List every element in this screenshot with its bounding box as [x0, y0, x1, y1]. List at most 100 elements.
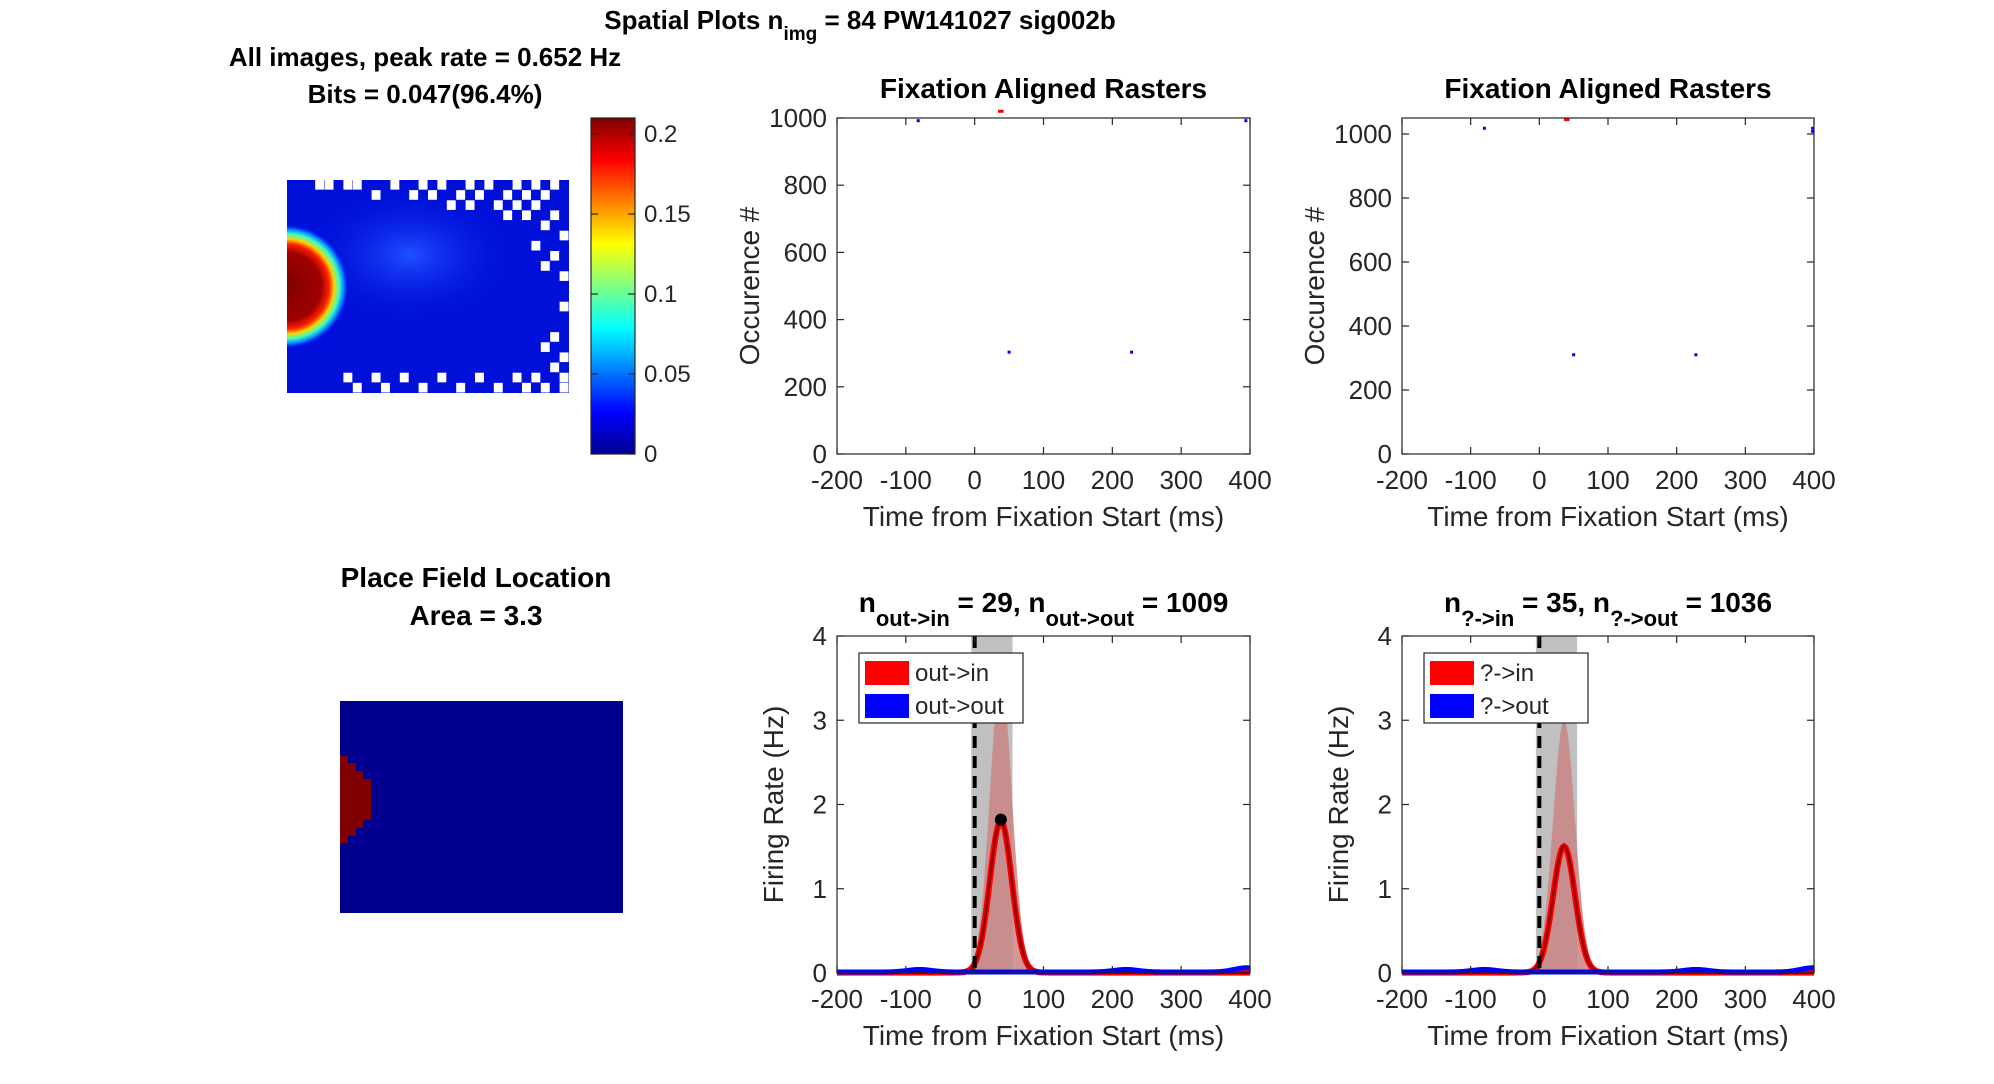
x-tick-label: 400 [1228, 984, 1271, 1014]
y-tick-label: 0 [1378, 439, 1392, 469]
empty-cell [522, 190, 531, 200]
empty-cell [512, 372, 522, 383]
empty-cell [550, 251, 560, 261]
empty-cell [352, 180, 362, 190]
empty-cell [456, 190, 466, 200]
legend: out->in out->out [858, 652, 1024, 724]
rate-title-sub1: out->in [876, 606, 950, 631]
x-tick-label: -100 [880, 465, 932, 495]
x-tick-label: 400 [1228, 465, 1271, 495]
raster-spike-out [916, 119, 920, 123]
x-tick-label: 200 [1091, 984, 1134, 1014]
y-axis-label: Occurence # [1299, 206, 1330, 365]
x-tick-label: 100 [1586, 465, 1629, 495]
x-tick-label: -100 [1445, 465, 1497, 495]
colorbar-frame [590, 117, 636, 455]
empty-cell [390, 180, 400, 190]
empty-cell [559, 301, 569, 312]
colorbar-tick-label: 0.05 [644, 361, 691, 388]
raster-spike-out [1482, 126, 1486, 130]
y-tick-label: 2 [813, 790, 827, 820]
legend-label: ?->in [1480, 660, 1534, 687]
colorbar-tick-label: 0.15 [644, 201, 691, 228]
empty-cell [531, 372, 541, 383]
heatmap-title-line1: All images, peak rate = 0.652 Hz [229, 42, 621, 72]
y-axis-label: Firing Rate (Hz) [758, 706, 789, 904]
empty-cell [540, 261, 550, 271]
raster-spike-out [1811, 129, 1815, 133]
raster-spike-out [1694, 353, 1698, 357]
y-tick-label: 200 [1349, 375, 1392, 405]
raster-right-panel: Fixation Aligned Rasters -200 -100 0 100 200 3… [1299, 73, 1836, 532]
x-tick-label: 0 [967, 465, 981, 495]
rate-left-panel: nout->in = 29, nout->out = 1009out->inou… [758, 587, 1272, 1051]
empty-cell [503, 210, 513, 221]
figure-title-subscript: img [783, 24, 817, 45]
empty-cell [540, 342, 550, 352]
empty-cell [315, 180, 325, 190]
colorbar-tick-label: 0.2 [644, 121, 677, 148]
y-tick-label: 4 [1378, 621, 1392, 651]
x-tick-label: 100 [1586, 984, 1629, 1014]
x-axis-label: Time from Fixation Start (ms) [863, 501, 1224, 532]
rate-in-curve [837, 816, 1250, 976]
empty-cell [428, 190, 437, 200]
empty-cell [343, 372, 353, 383]
y-tick-label: 800 [784, 170, 827, 200]
empty-cell [399, 372, 409, 383]
raster-spike-out [1811, 126, 1815, 130]
legend-label: out->in [915, 660, 989, 687]
y-axis-label: Firing Rate (Hz) [1323, 706, 1354, 904]
empty-cell [522, 210, 531, 221]
x-tick-label: 400 [1792, 465, 1835, 495]
empty-cell [522, 382, 531, 393]
place-field-map [340, 701, 623, 913]
empty-cell [409, 190, 419, 200]
x-axis-label: Time from Fixation Start (ms) [1427, 501, 1788, 532]
empty-cell [493, 382, 503, 393]
empty-cell [465, 180, 475, 190]
heatmap-title-line2: Bits = 0.047(96.4%) [308, 79, 543, 109]
y-tick-label: 1 [813, 874, 827, 904]
rate-title-end: = 1036 [1678, 587, 1772, 618]
empty-cell [550, 362, 560, 373]
y-tick-label: 400 [784, 305, 827, 335]
legend-swatch-in [865, 661, 909, 685]
y-tick-label: 200 [784, 372, 827, 402]
y-tick-label: 400 [1349, 311, 1392, 341]
rate-title-mid: = 29, n [950, 587, 1046, 618]
rate-title-n1: n [1444, 587, 1461, 618]
y-tick-label: 1 [1378, 874, 1392, 904]
raster-spike-out [1130, 350, 1134, 354]
axes-frame [1401, 117, 1815, 455]
empty-cell [559, 271, 569, 281]
x-tick-label: -200 [811, 984, 863, 1014]
empty-cell [531, 200, 541, 210]
raster-title: Fixation Aligned Rasters [1444, 73, 1771, 104]
x-tick-label: 200 [1091, 465, 1134, 495]
y-tick-label: 4 [813, 621, 827, 651]
x-tick-label: 400 [1792, 984, 1835, 1014]
figure-title-suffix: = 84 PW141027 sig002b [817, 5, 1115, 35]
x-tick-label: 200 [1655, 984, 1698, 1014]
place-field-title-line2: Area = 3.3 [409, 600, 542, 631]
x-tick-label: 0 [1532, 465, 1546, 495]
y-tick-label: 1000 [769, 103, 827, 133]
rate-title: nout->in = 29, nout->out = 1009 [859, 587, 1229, 631]
y-tick-label: 600 [1349, 247, 1392, 277]
x-tick-label: -100 [880, 984, 932, 1014]
y-tick-label: 0 [1378, 958, 1392, 988]
legend-swatch-in [1430, 661, 1474, 685]
empty-cell [352, 382, 362, 393]
figure-title-prefix: Spatial Plots n [604, 5, 783, 35]
rate-right-panel: n?->in = 35, n?->out = 1036?->in?->out-2… [1323, 587, 1836, 1051]
empty-cell [550, 180, 560, 190]
place-field-title-line1: Place Field Location [341, 562, 612, 593]
x-tick-label: 200 [1655, 465, 1698, 495]
rate-title-end: = 1009 [1134, 587, 1228, 618]
empty-cell [343, 180, 353, 190]
empty-cell [475, 190, 484, 200]
empty-cell [418, 382, 428, 393]
empty-cell [381, 382, 390, 393]
